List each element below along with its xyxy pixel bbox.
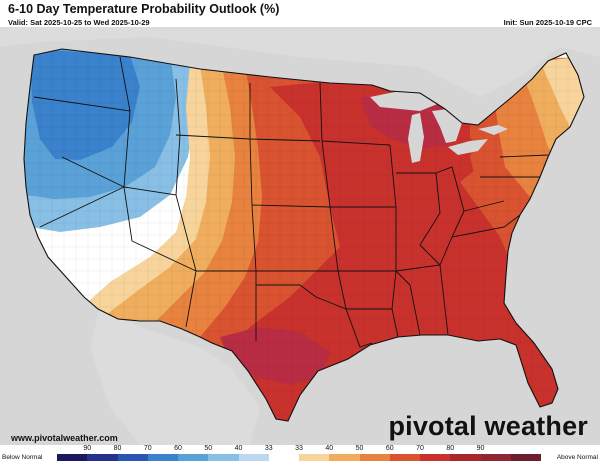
- legend-tick: 90: [83, 445, 92, 452]
- legend-tick: 60: [174, 445, 182, 452]
- legend-tick: 70: [416, 445, 424, 452]
- legend-tick: 33: [264, 445, 273, 452]
- color-legend: 90 80 70 60 50 40 33 33 40 50 60 70 80 90 Below Norma…: [0, 445, 600, 463]
- legend-swatch: [87, 454, 118, 461]
- legend-swatch: [329, 454, 360, 461]
- legend-swatch: [389, 454, 420, 461]
- legend-swatch: [238, 454, 269, 461]
- legend-tick: 40: [234, 445, 243, 452]
- legend-bar: [57, 454, 541, 461]
- legend-swatch: [268, 454, 299, 461]
- legend-tick: 50: [355, 445, 364, 452]
- valid-period: Valid: Sat 2025-10-25 to Wed 2025-10-29: [8, 18, 150, 27]
- init-time: Init: Sun 2025-10-19 CPC: [503, 18, 592, 27]
- website-url[interactable]: www.pivotalweather.com: [11, 433, 118, 443]
- legend-swatch: [480, 454, 511, 461]
- legend-tick: 70: [143, 445, 152, 452]
- outlook-map: [0, 27, 600, 445]
- legend-tick: 40: [325, 445, 334, 452]
- legend-swatch: [208, 454, 239, 461]
- legend-below-label: Below Normal: [2, 454, 43, 461]
- legend-swatch: [147, 454, 178, 461]
- legend-swatch: [510, 454, 541, 461]
- legend-swatch: [178, 454, 209, 461]
- legend-swatch: [420, 454, 451, 461]
- legend-tick: 50: [204, 445, 213, 452]
- legend-swatch: [450, 454, 481, 461]
- legend-swatch: [117, 454, 148, 461]
- legend-swatch: [359, 454, 390, 461]
- legend-tick: 60: [385, 445, 394, 452]
- brand-logo: pivotal weather: [388, 411, 588, 441]
- legend-tick: 90: [476, 445, 485, 452]
- legend-tick: 80: [446, 445, 455, 452]
- legend-above-label: Above Normal: [556, 454, 598, 461]
- legend-ticks: 90 80 70 60 50 40 33 33 40 50 60 70 80 90: [57, 445, 541, 454]
- legend-tick: 33: [295, 445, 303, 452]
- map-title: 6-10 Day Temperature Probability Outlook…: [8, 2, 280, 16]
- legend-tick: 80: [113, 445, 122, 452]
- legend-swatch: [299, 454, 330, 461]
- legend-swatch: [57, 454, 88, 461]
